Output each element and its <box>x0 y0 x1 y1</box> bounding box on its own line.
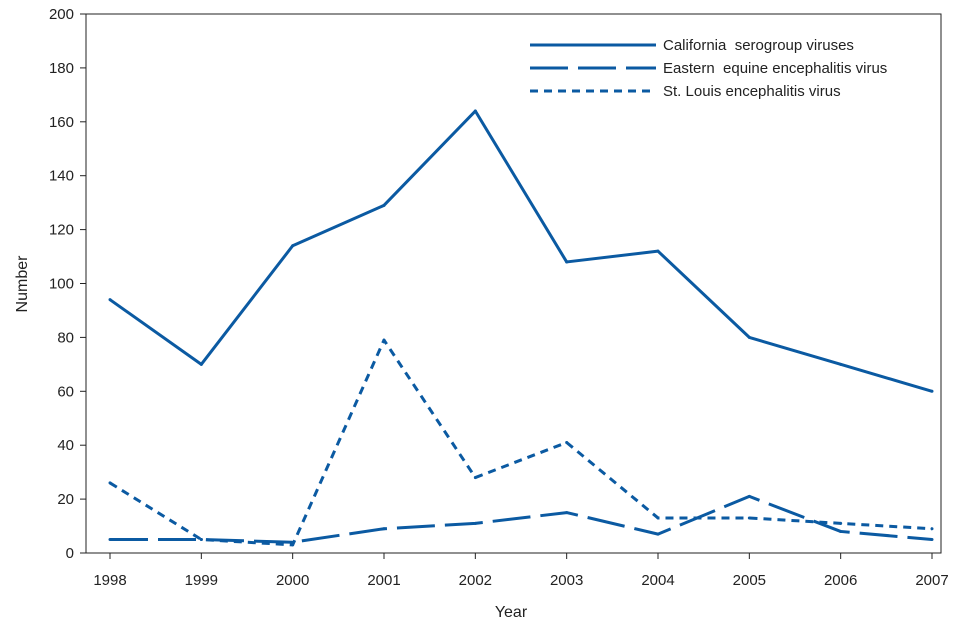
data-point-eastern-equine-encephalitis-virus <box>565 511 569 515</box>
y-tick-label: 100 <box>49 276 74 293</box>
y-axis-ticks: 0 20 40 60 80 100 120 140 160 180 200 <box>49 6 86 562</box>
data-point-california-serogroup-viruses <box>656 249 660 253</box>
data-point-california-serogroup-viruses <box>291 244 295 248</box>
x-axis-title: Year <box>495 604 528 621</box>
legend-label: Eastern equine encephalitis virus <box>663 60 887 77</box>
data-point-st-louis-encephalitis-virus <box>930 527 934 531</box>
x-tick-label: 2006 <box>824 572 857 589</box>
data-point-st-louis-encephalitis-virus <box>473 476 477 480</box>
data-point-california-serogroup-viruses <box>199 362 203 366</box>
y-tick-label: 140 <box>49 168 74 185</box>
x-tick-label: 2002 <box>459 572 492 589</box>
data-point-st-louis-encephalitis-virus <box>108 481 112 485</box>
data-point-california-serogroup-viruses <box>565 260 569 264</box>
x-tick-label: 1998 <box>93 572 126 589</box>
legend: California serogroup viruses Eastern equi… <box>530 37 887 100</box>
data-point-eastern-equine-encephalitis-virus <box>382 527 386 531</box>
legend-label: California serogroup viruses <box>663 37 854 54</box>
y-tick-label: 40 <box>57 437 74 454</box>
y-tick-label: 80 <box>57 329 74 346</box>
y-axis-title: Number <box>14 255 31 313</box>
x-axis-ticks: 1998 1999 2000 2001 2002 2003 2004 2005 2006 2007 <box>93 553 949 589</box>
data-point-st-louis-encephalitis-virus <box>291 543 295 547</box>
data-point-eastern-equine-encephalitis-virus <box>930 538 934 542</box>
y-tick-label: 200 <box>49 6 74 23</box>
data-point-california-serogroup-viruses <box>839 362 843 366</box>
legend-label: St. Louis encephalitis virus <box>663 83 841 100</box>
series-line-st-louis-encephalitis-virus <box>109 338 933 547</box>
data-point-eastern-equine-encephalitis-virus <box>747 494 751 498</box>
y-tick-label: 180 <box>49 60 74 77</box>
x-tick-label: 2007 <box>915 572 948 589</box>
series-group <box>108 109 934 547</box>
data-point-st-louis-encephalitis-virus <box>839 521 843 525</box>
data-point-eastern-equine-encephalitis-virus <box>656 532 660 536</box>
data-point-st-louis-encephalitis-virus <box>565 441 569 445</box>
y-tick-label: 60 <box>57 383 74 400</box>
series-line-eastern-equine-encephalitis-virus <box>110 494 933 544</box>
data-point-st-louis-encephalitis-virus <box>747 516 751 520</box>
y-tick-label: 160 <box>49 114 74 131</box>
data-point-st-louis-encephalitis-virus <box>382 338 386 342</box>
x-tick-label: 2000 <box>276 572 309 589</box>
data-point-california-serogroup-viruses <box>930 389 934 393</box>
y-tick-label: 120 <box>49 222 74 239</box>
data-point-st-louis-encephalitis-virus <box>199 538 203 542</box>
x-tick-label: 1999 <box>185 572 218 589</box>
data-point-eastern-equine-encephalitis-virus <box>108 538 112 542</box>
x-tick-label: 2004 <box>641 572 674 589</box>
x-tick-label: 2001 <box>367 572 400 589</box>
y-tick-label: 0 <box>66 545 74 562</box>
series-line-california-serogroup-viruses <box>109 109 933 393</box>
data-point-california-serogroup-viruses <box>382 203 386 207</box>
data-point-california-serogroup-viruses <box>108 298 112 302</box>
data-point-eastern-equine-encephalitis-virus <box>473 521 477 525</box>
y-tick-label: 20 <box>57 491 74 508</box>
data-point-eastern-equine-encephalitis-virus <box>839 529 843 533</box>
x-tick-label: 2005 <box>733 572 766 589</box>
data-point-california-serogroup-viruses <box>747 335 751 339</box>
data-point-california-serogroup-viruses <box>473 109 477 113</box>
x-tick-label: 2003 <box>550 572 583 589</box>
data-point-st-louis-encephalitis-virus <box>656 516 660 520</box>
